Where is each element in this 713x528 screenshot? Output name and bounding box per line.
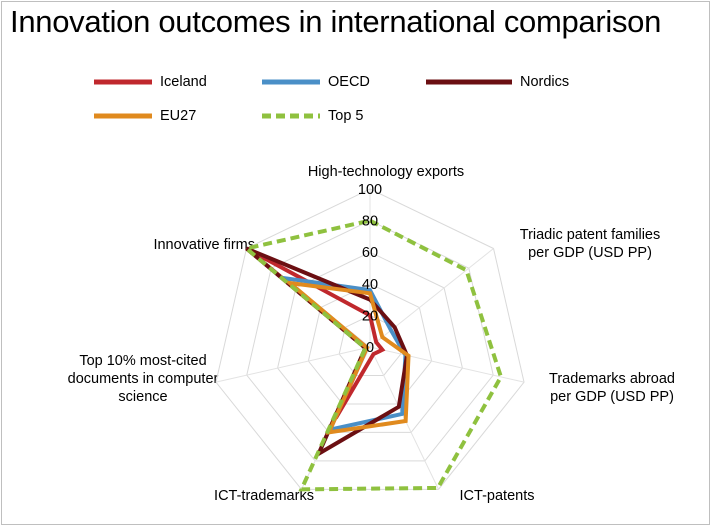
tick-label-40: 40	[362, 277, 378, 293]
tick-label-20: 20	[362, 308, 378, 324]
grid-spoke	[215, 346, 371, 383]
axis-label-trademarks-abroad: Trademarks abroad per GDP (USD PP)	[549, 370, 675, 406]
axis-label-line: per GDP (USD PP)	[528, 245, 652, 261]
grid-ring-80	[246, 220, 494, 462]
grid-ring-40	[307, 283, 433, 405]
axis-label-line: Top 10% most-cited	[79, 353, 207, 369]
tick-label-0: 0	[366, 340, 374, 356]
axis-label-line: science	[118, 389, 168, 405]
axis-label-high-technology-exports: High-technology exports	[308, 163, 464, 181]
axis-label-line: Trademarks abroad	[549, 371, 675, 387]
grid-spoke	[369, 346, 525, 383]
axis-label-innovative-firms: Innovative firms	[100, 236, 255, 254]
legend-label-iceland: Iceland	[160, 74, 207, 90]
axis-label-line: documents in computer	[67, 371, 219, 387]
legend-item-top5: Top 5	[260, 106, 363, 126]
grid-ring-60	[277, 251, 463, 433]
legend-swatch-nordics	[426, 79, 512, 85]
axis-label-line: per GDP (USD PP)	[550, 389, 674, 405]
series-top-5	[242, 218, 504, 492]
legend-item-nordics: Nordics	[424, 72, 569, 92]
legend-swatch-iceland	[94, 79, 152, 85]
axis-label-ict-trademarks: ICT-trademarks	[214, 487, 314, 505]
grid-spoke	[369, 248, 494, 348]
radar-tick-labels: 0 20 40 60 80 100	[358, 182, 382, 356]
axis-label-line: Triadic patent families	[519, 227, 661, 243]
tick-label-100: 100	[358, 182, 382, 198]
legend-swatch-top5	[262, 113, 320, 119]
radar-series	[242, 218, 504, 492]
series-nordics	[245, 246, 410, 459]
legend-item-iceland: Iceland	[92, 72, 207, 92]
axis-label-line: High-technology exports	[307, 164, 465, 180]
tick-label-80: 80	[362, 214, 378, 230]
axis-label-line: ICT-patents	[459, 488, 535, 504]
legend-swatch-oecd	[262, 79, 320, 85]
legend-swatch-eu27	[94, 113, 152, 119]
legend-label-top5: Top 5	[328, 108, 364, 124]
axis-label-line: Innovative firms	[153, 237, 255, 253]
legend-label-nordics: Nordics	[520, 74, 570, 90]
axis-label-top-10-most-cited: Top 10% most-cited documents in computer…	[68, 352, 219, 406]
axis-label-ict-patents: ICT-patents	[460, 487, 535, 505]
legend-label-oecd: OECD	[328, 74, 370, 90]
axis-label-triadic-patent-families: Triadic patent families per GDP (USD PP)	[520, 226, 661, 262]
legend-label-eu27: EU27	[160, 108, 197, 124]
legend-item-eu27: EU27	[92, 106, 196, 126]
grid-ring-100	[215, 188, 525, 490]
tick-label-60: 60	[362, 245, 378, 261]
legend-item-oecd: OECD	[260, 72, 370, 92]
axis-label-line: ICT-trademarks	[214, 488, 314, 504]
chart-title: Innovation outcomes in international com…	[10, 4, 662, 39]
